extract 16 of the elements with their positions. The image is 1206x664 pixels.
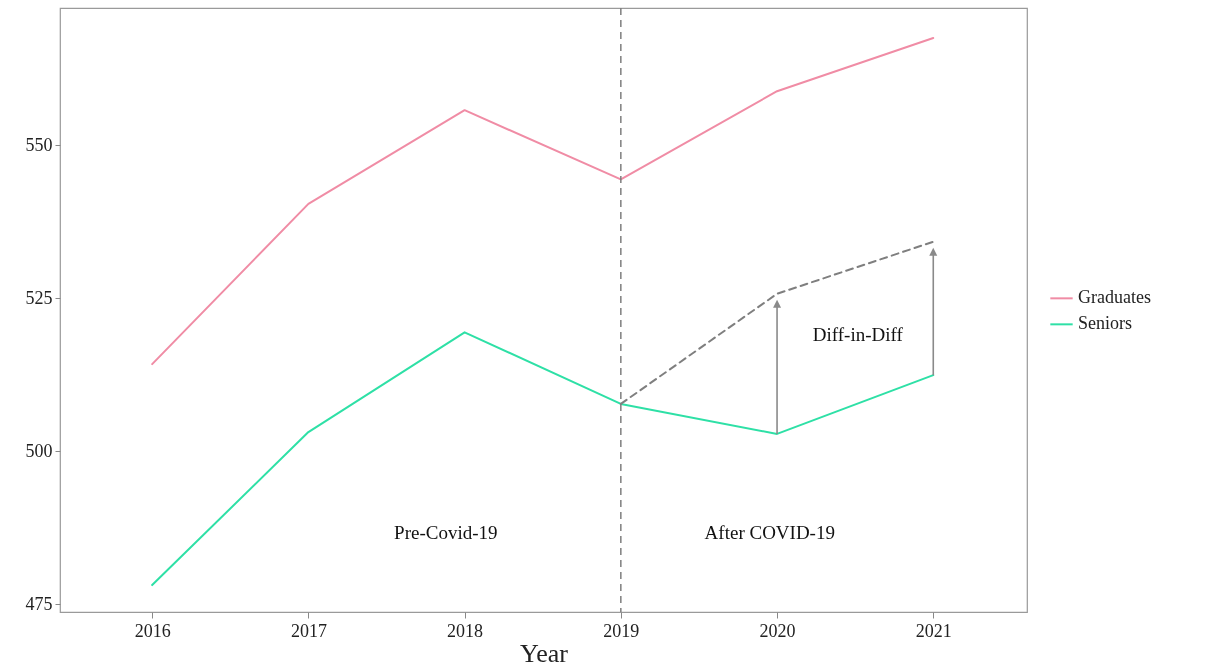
x-tick-label: 2016 [134,620,171,641]
y-tick-label: 525 [25,287,53,308]
x-tick-label: 2019 [603,620,640,641]
legend-label: Seniors [1078,313,1132,334]
y-tick-label: 475 [25,593,53,614]
y-tick-label: 500 [25,440,53,461]
x-tick-label: 2021 [915,620,952,641]
legend-label: Graduates [1078,287,1151,308]
annotation: Diff-in-Diff [812,323,904,345]
x-axis-title: Year [520,638,569,664]
annotation: After COVID-19 [704,521,835,543]
x-tick-label: 2018 [447,620,484,641]
x-tick-label: 2020 [759,620,796,641]
x-tick-label: 2017 [290,620,327,641]
y-tick-label: 550 [25,134,53,155]
annotation: Pre-Covid-19 [394,521,498,543]
